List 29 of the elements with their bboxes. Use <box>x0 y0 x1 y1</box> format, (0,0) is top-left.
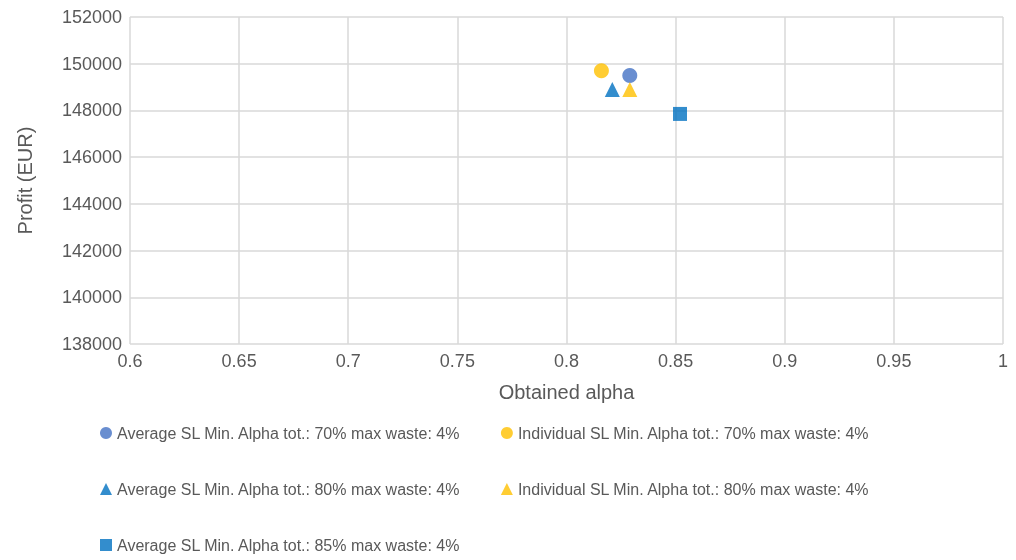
point <box>604 81 620 97</box>
x-tick-label: 0.7 <box>335 351 361 371</box>
legend-label: Individual SL Min. Alpha tot.: 70% max waste: 4% <box>517 424 869 442</box>
y-axis-title: Profit (EUR) <box>14 126 36 235</box>
point <box>593 63 609 79</box>
x-tick-label: 1 <box>997 351 1009 371</box>
point <box>622 67 638 83</box>
point <box>622 81 638 97</box>
x-tick-label: 0.85 <box>658 351 694 371</box>
y-tick-label: 148000 <box>61 100 122 121</box>
x-tick-label: 0.9 <box>772 351 798 371</box>
x-tick-label: 0.6 <box>117 351 143 371</box>
y-tick-label: 150000 <box>61 53 122 74</box>
y-tick-label: 144000 <box>61 193 122 214</box>
x-tick-label: 0.65 <box>221 351 257 371</box>
y-tick-label: 138000 <box>61 334 122 354</box>
y-tick-label: 140000 <box>61 287 122 308</box>
x-tick-label: 0.8 <box>553 351 580 371</box>
x-tick-label: 0.75 <box>439 351 475 371</box>
y-tick-label: 146000 <box>61 147 122 168</box>
legend-label: Average SL Min. Alpha tot.: 85% max waste: 4% <box>117 536 460 554</box>
x-tick-label: 0.95 <box>876 351 912 371</box>
point <box>672 106 687 121</box>
x-axis-title: Obtained alpha <box>498 381 636 403</box>
y-tick-label: 142000 <box>61 240 122 261</box>
legend-label: Average SL Min. Alpha tot.: 70% max waste: 4% <box>117 424 460 442</box>
legend-label: Average SL Min. Alpha tot.: 80% max waste: 4% <box>117 480 460 498</box>
y-tick-label: 152000 <box>61 7 122 27</box>
legend-label: Individual SL Min. Alpha tot.: 80% max waste: 4% <box>517 480 869 498</box>
